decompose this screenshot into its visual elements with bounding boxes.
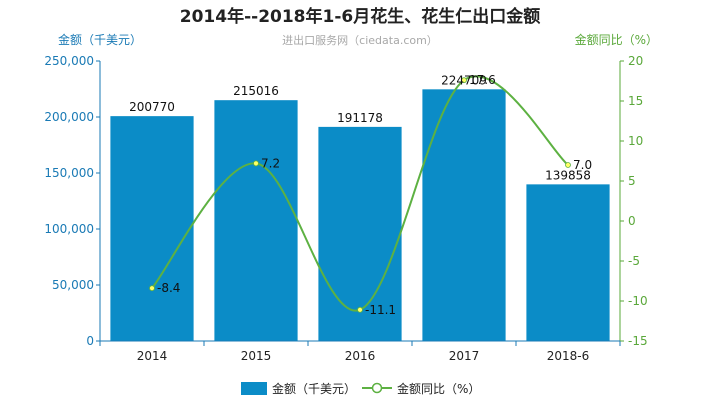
y-right-tick-label: 20: [628, 54, 643, 68]
x-tick-label: 2016: [345, 349, 376, 363]
x-tick-label: 2017: [449, 349, 480, 363]
line-value-label: 17.6: [469, 73, 496, 87]
y-right-tick-label: -15: [628, 334, 648, 348]
y-right-tick-label: -5: [628, 254, 640, 268]
y-right-axis-title: 金额同比（%）: [575, 32, 658, 47]
bar: [422, 89, 506, 341]
bar: [318, 126, 402, 341]
y-right-tick-label: 5: [628, 174, 636, 188]
bar-value-label: 200770: [129, 100, 175, 114]
y-left-tick-label: 200,000: [44, 110, 94, 124]
x-tick-label: 2018-6: [547, 349, 590, 363]
bar-value-label: 139858: [545, 168, 591, 182]
y-right-tick-label: -10: [628, 294, 648, 308]
bar-value-label: 191178: [337, 111, 383, 125]
line-value-label: 7.0: [573, 158, 592, 172]
y-left-tick-label: 250,000: [44, 54, 94, 68]
source-note: 进出口服务网（ciedata.com）: [282, 33, 438, 47]
line-value-label: -8.4: [157, 281, 180, 295]
y-left-tick-label: 150,000: [44, 166, 94, 180]
line-value-label: -11.1: [365, 303, 396, 317]
y-left-tick-label: 100,000: [44, 222, 94, 236]
x-tick-label: 2015: [241, 349, 272, 363]
legend-label-bar: 金额（千美元）: [272, 381, 356, 396]
y-left-tick-label: 50,000: [52, 278, 94, 292]
line-point: [149, 285, 155, 292]
line-point: [253, 160, 259, 167]
y-left-axis-title: 金额（千美元）: [58, 32, 142, 47]
y-right-tick-label: 0: [628, 214, 636, 228]
line-point: [357, 306, 363, 313]
x-tick-label: 2014: [137, 349, 168, 363]
y-right-tick-label: 10: [628, 134, 643, 148]
legend-marker-line: [371, 382, 383, 394]
line-point: [565, 162, 571, 168]
legend-label-line: 金额同比（%）: [397, 381, 480, 396]
legend-swatch-bar: [241, 382, 267, 395]
line-point: [461, 77, 467, 84]
y-left-tick-label: 0: [86, 334, 94, 348]
line-value-label: 7.2: [261, 156, 280, 170]
bar: [214, 100, 298, 341]
bar-value-label: 215016: [233, 84, 279, 98]
chart-title: 2014年--2018年1-6月花生、花生仁出口金额: [180, 6, 540, 27]
plot-area: 0 50,000 100,000 150,000 200,000 250,000 -15 -1…: [44, 54, 647, 363]
bar: [110, 116, 194, 341]
legend: 金额（千美元） 金额同比（%）: [241, 381, 480, 396]
bar: [526, 184, 610, 341]
y-right-tick-label: 15: [628, 94, 643, 108]
bar-value-label: 224709: [441, 73, 487, 87]
